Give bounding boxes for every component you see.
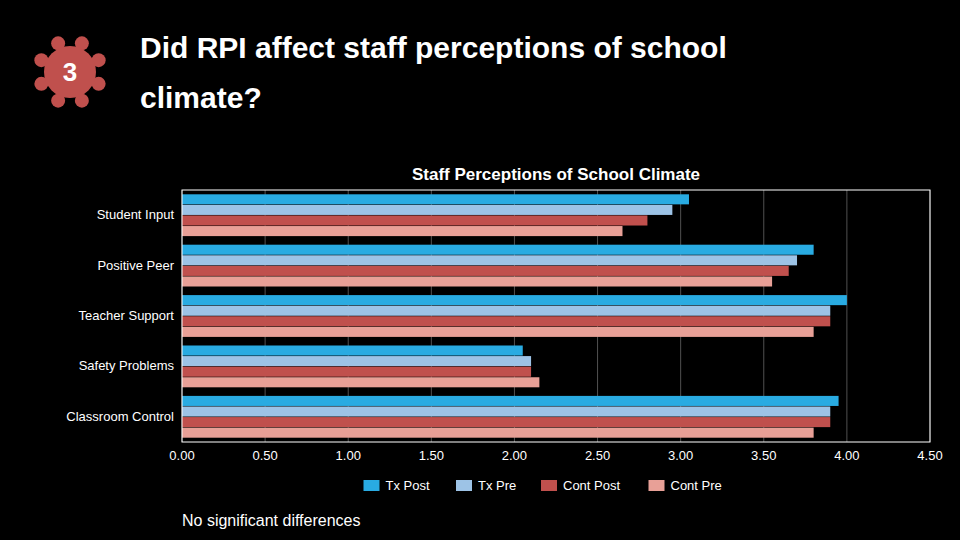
bar	[182, 255, 797, 265]
bar	[182, 316, 830, 326]
bars	[182, 194, 847, 437]
legend-swatch	[649, 480, 665, 491]
bar	[182, 306, 830, 316]
header-number: 3	[63, 57, 77, 87]
bar	[182, 417, 830, 427]
footer: No significant differences	[182, 512, 360, 529]
bar	[182, 356, 531, 366]
bar	[182, 226, 622, 236]
header-line: climate?	[140, 81, 262, 114]
grid	[182, 190, 930, 442]
bar	[182, 406, 830, 416]
y-tick-label: Safety Problems	[79, 358, 175, 373]
y-tick-label: Positive Peer	[97, 258, 174, 273]
x-tick-label: 2.50	[585, 448, 610, 463]
grid-line	[846, 190, 847, 442]
legend-swatch	[456, 480, 472, 491]
legend-label: Cont Pre	[671, 478, 722, 493]
gear-body	[44, 46, 96, 98]
bar	[182, 367, 531, 377]
y-tick-label: Teacher Support	[79, 308, 175, 323]
bar	[182, 327, 814, 337]
legend-swatch	[364, 480, 380, 491]
y-tick-label: Classroom Control	[66, 409, 174, 424]
x-tick-label: 4.50	[917, 448, 942, 463]
x-tick-label: 1.00	[336, 448, 361, 463]
bar	[182, 428, 814, 438]
bar	[182, 396, 839, 406]
chart-title: Staff Perceptions of School Climate	[412, 165, 700, 184]
background	[0, 0, 960, 540]
x-tick-label: 0.50	[252, 448, 277, 463]
x-tick-label: 4.00	[834, 448, 859, 463]
x-tick-label: 1.50	[419, 448, 444, 463]
header-line: Did RPI affect staff perceptions of scho…	[140, 31, 727, 64]
x-tick-label: 3.00	[668, 448, 693, 463]
bar	[182, 377, 539, 387]
legend-label: Tx Post	[386, 478, 430, 493]
legend-swatch	[541, 480, 557, 491]
bar	[182, 276, 772, 286]
x-tick-label: 2.00	[502, 448, 527, 463]
y-tick-label: Student Input	[97, 207, 175, 222]
bar	[182, 266, 789, 276]
bar	[182, 245, 814, 255]
bar	[182, 205, 672, 215]
chart: 3 Did RPI affect staff perceptions of sch…	[0, 0, 960, 540]
x-tick-label: 0.00	[169, 448, 194, 463]
bar	[182, 194, 689, 204]
bar	[182, 345, 523, 355]
legend-label: Tx Pre	[478, 478, 516, 493]
x-tick-label: 3.50	[751, 448, 776, 463]
bar	[182, 295, 847, 305]
gear	[34, 36, 105, 107]
legend-label: Cont Post	[563, 478, 620, 493]
legend: Tx Post Tx Pre Cont Post Cont Pre	[364, 478, 722, 493]
plot-frame	[182, 190, 930, 442]
bar	[182, 215, 647, 225]
